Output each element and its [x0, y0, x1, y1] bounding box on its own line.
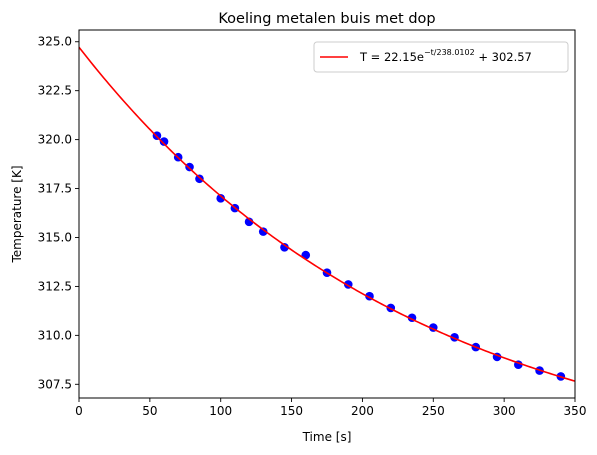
chart-title: Koeling metalen buis met dop [218, 11, 435, 27]
legend-label: T = 22.15e−t/238.0102 + 302.57 [359, 48, 532, 64]
legend-box [313, 41, 569, 73]
y-tick-label: 322.5 [38, 84, 72, 98]
legend-label-main: T = 22.15e [359, 50, 424, 64]
data-point [195, 174, 204, 184]
x-tick-label: 350 [564, 404, 587, 418]
y-tick-label: 317.5 [38, 182, 72, 196]
x-tick-label: 150 [280, 404, 303, 418]
x-axis-label: Time [s] [302, 430, 352, 444]
plot-area [79, 46, 575, 382]
legend-label-exponent: −t/238.0102 [424, 48, 475, 57]
x-tick-label: 100 [209, 404, 232, 418]
x-tick-label: 250 [422, 404, 445, 418]
data-point [159, 137, 169, 146]
data-point [185, 162, 194, 172]
y-axis-label: Temperature [K] [10, 165, 24, 263]
legend: T = 22.15e−t/238.0102 + 302.57 [313, 41, 569, 73]
data-point [280, 242, 289, 252]
x-tick-label: 300 [493, 404, 516, 418]
tick-group: 0 50 100 150 200 250 300 350 307.5 310.0 312.5 315.… [38, 35, 587, 418]
y-tick-label: 312.5 [38, 279, 72, 293]
data-point [216, 194, 226, 203]
data-point [258, 227, 268, 236]
x-tick-label: 0 [75, 404, 83, 418]
y-tick-label: 320.0 [38, 133, 72, 147]
y-tick-label: 307.5 [38, 377, 72, 391]
y-tick-label: 310.0 [38, 328, 72, 342]
y-tick-label: 315.0 [38, 230, 72, 244]
x-tick-label: 50 [142, 404, 157, 418]
fit-curve [79, 46, 575, 382]
axes-frame [78, 29, 576, 399]
y-tick-label: 325.0 [38, 35, 72, 49]
x-tick-label: 200 [351, 404, 374, 418]
legend-label-suffix: + 302.57 [475, 50, 532, 64]
